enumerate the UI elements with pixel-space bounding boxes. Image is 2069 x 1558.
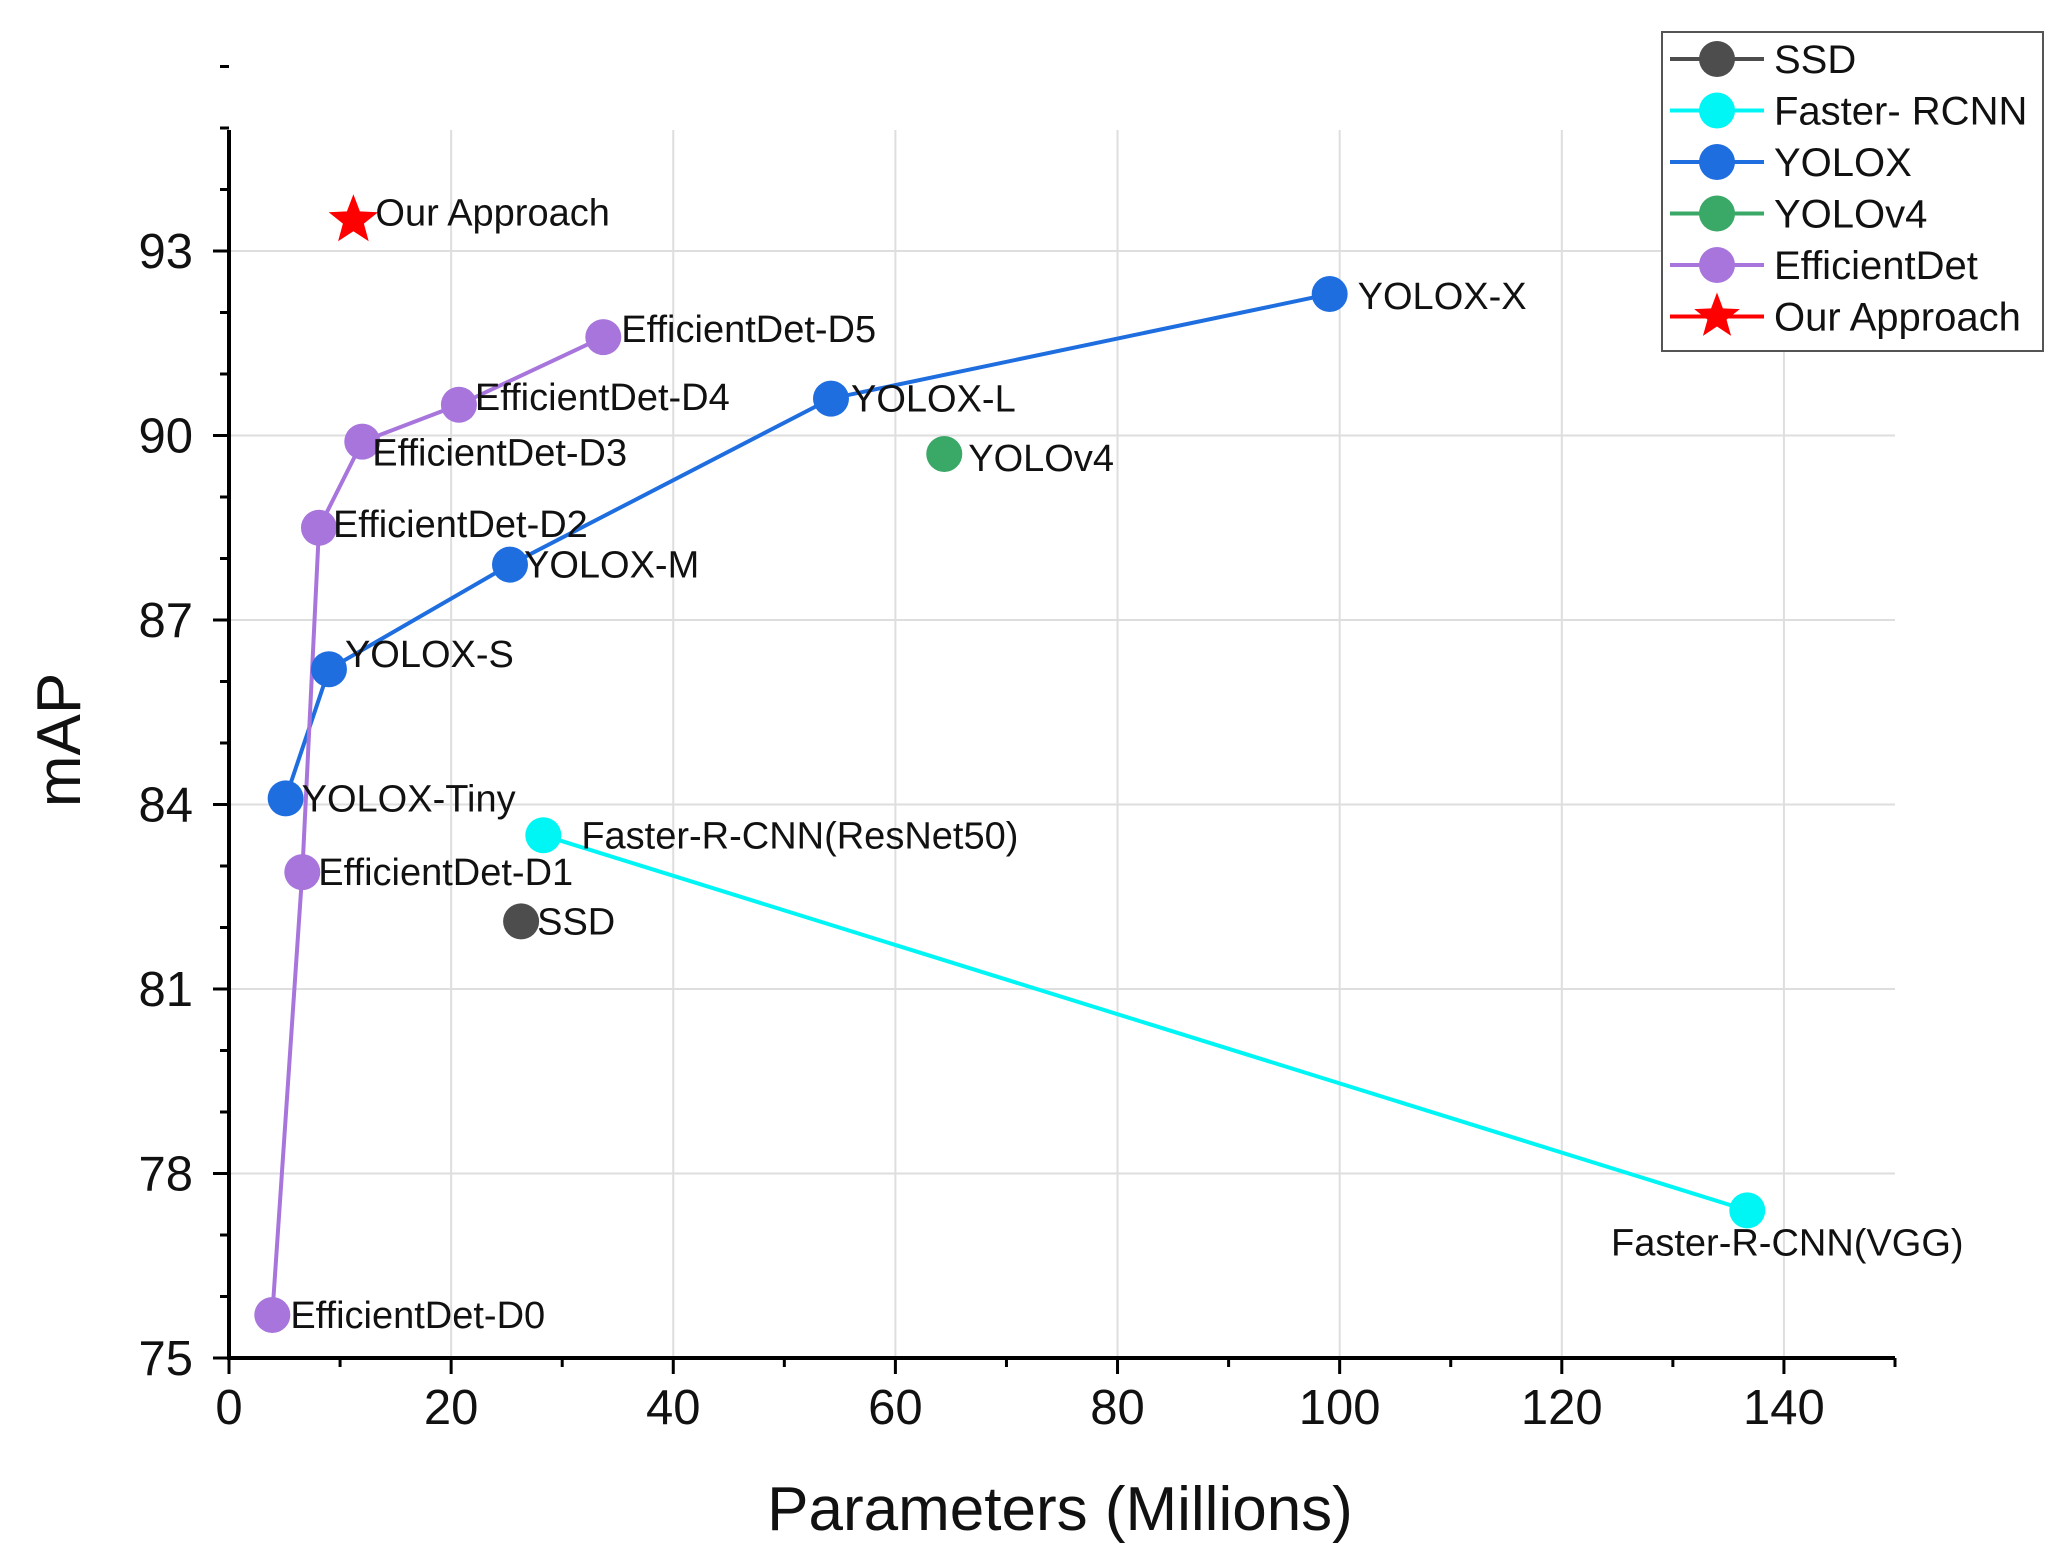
label-yolox-x: YOLOX-X: [1358, 276, 1527, 318]
point-yolox-tiny: [267, 780, 304, 817]
legend-label-efficientdet: EfficientDet: [1774, 244, 1978, 288]
x-tick-label: 80: [1090, 1381, 1145, 1435]
point-efficientdet-d0: [254, 1296, 291, 1333]
point-efficientdet-d1: [284, 854, 321, 891]
x-tick-label: 0: [215, 1381, 242, 1435]
y-tick-label: 90: [138, 410, 193, 464]
y-tick-label: 75: [138, 1332, 193, 1386]
point-faster-r-cnn-resnet50: [525, 817, 562, 854]
label-efficientdet-d3: EfficientDet-D3: [372, 433, 627, 475]
legend-marker-ssd: [1699, 41, 1735, 77]
point-yolov4: [926, 435, 963, 472]
y-tick-label: 87: [138, 594, 193, 648]
label-efficientdet-d0: EfficientDet-D0: [290, 1295, 545, 1337]
x-tick-label: 40: [646, 1381, 701, 1435]
x-tick-label: 60: [868, 1381, 923, 1435]
label-faster-r-cnn-resnet50: Faster-R-CNN(ResNet50): [581, 815, 1018, 857]
data-points: [254, 194, 1766, 1333]
legend-label-ssd: SSD: [1774, 38, 1856, 82]
legend-marker-our-approach: [1694, 292, 1740, 336]
y-axis-title: mAP: [25, 673, 94, 807]
label-faster-r-cnn-vgg: Faster-R-CNN(VGG): [1611, 1222, 1964, 1264]
label-yolox-l: YOLOX-L: [851, 379, 1016, 421]
x-tick-label: 140: [1743, 1381, 1825, 1435]
label-efficientdet-d4: EfficientDet-D4: [475, 377, 730, 419]
legend-label-faster-rcnn: Faster- RCNN: [1774, 90, 2027, 134]
label-our-approach: Our Approach: [375, 192, 609, 234]
point-yolox-l: [812, 380, 849, 417]
point-efficientdet-d4: [440, 386, 477, 423]
x-tick-label: 120: [1521, 1381, 1603, 1435]
x-tick-label: 20: [424, 1381, 479, 1435]
series-line-yolox: [283, 292, 1331, 800]
y-tick-label: 81: [138, 963, 193, 1017]
legend-marker-faster-rcnn: [1699, 92, 1735, 129]
point-efficientdet-d2: [300, 509, 337, 546]
x-axis-title: Parameters (Millions): [767, 1475, 1353, 1544]
legend: SSD Faster- RCNN YOLOX YOLOv4 EfficientDet Ou…: [1661, 31, 2044, 352]
label-yolox-m: YOLOX-M: [524, 545, 699, 587]
label-ssd: SSD: [537, 901, 615, 943]
legend-box: [1661, 31, 2044, 352]
y-tick-label: 78: [138, 1148, 193, 1202]
legend-label-yolov4: YOLOv4: [1774, 193, 1927, 237]
grid-lines: [229, 130, 1895, 1358]
y-tick-label: 93: [138, 225, 193, 279]
label-yolox-s: YOLOX-S: [345, 634, 514, 676]
label-yolov4: YOLOv4: [968, 438, 1114, 480]
x-tick-label: 100: [1299, 1381, 1381, 1435]
point-efficientdet-d5: [585, 319, 622, 356]
label-yolox-tiny: YOLOX-Tiny: [302, 778, 516, 820]
point-labels: SSD Faster-R-CNN(ResNet50) Faster-R-CNN(VG…: [290, 192, 1963, 1337]
legend-marker-yolox: [1699, 144, 1735, 180]
series-line-efficientdet: [270, 335, 605, 1316]
legend-label-yolox: YOLOX: [1774, 141, 1912, 185]
series-line-faster-rcnn: [542, 833, 1748, 1213]
point-ssd: [503, 903, 540, 940]
label-efficientdet-d2: EfficientDet-D2: [333, 504, 588, 546]
label-efficientdet-d1: EfficientDet-D1: [318, 852, 573, 894]
point-efficientdet-d3: [344, 423, 381, 460]
point-yolox-s: [310, 651, 347, 688]
legend-marker-efficientdet: [1699, 247, 1735, 283]
point-faster-r-cnn-vgg: [1729, 1192, 1766, 1229]
y-tick-label: 84: [138, 779, 193, 833]
point-our-approach: [328, 194, 379, 242]
legend-marker-yolov4: [1699, 195, 1735, 232]
label-efficientdet-d5: EfficientDet-D5: [621, 309, 876, 351]
axes: 0 20 40 60 80 100 120 140 75 78 81 84 87 90 93: [138, 65, 1897, 1435]
point-yolox-m: [491, 546, 528, 583]
legend-label-our-approach: Our Approach: [1774, 296, 2021, 340]
point-yolox-x: [1311, 276, 1348, 313]
